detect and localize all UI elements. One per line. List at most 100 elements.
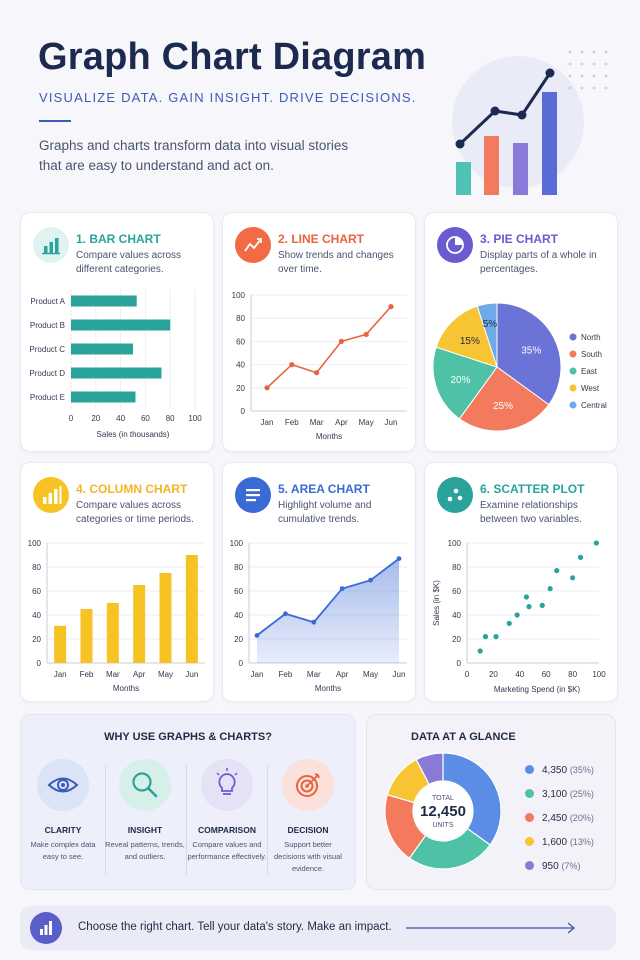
- legend-swatch: [569, 401, 577, 409]
- x-tick-label: Apr: [133, 670, 146, 679]
- y-tick-label: 100: [28, 539, 42, 548]
- legend-percent: (35%): [569, 765, 594, 775]
- data-point: [338, 338, 344, 344]
- why-item-description: Support better decisions with visual evi…: [274, 840, 342, 873]
- y-tick-label: 100: [232, 291, 246, 300]
- x-tick-label: 40: [515, 670, 524, 679]
- legend-label: West: [581, 384, 600, 393]
- legend-value: 1,600: [542, 837, 570, 848]
- bar-chart-card: 1. BAR CHART Compare values across diffe…: [20, 212, 214, 452]
- legend-row: 4,350 (35%): [525, 765, 594, 776]
- why-item-label: COMPARISON: [198, 825, 256, 835]
- bar: [185, 555, 198, 663]
- x-tick-label: May: [158, 670, 173, 679]
- legend-swatch: [525, 861, 534, 870]
- data-point: [506, 620, 512, 626]
- intro-text: Graphs and charts transform data into vi…: [39, 138, 349, 173]
- y-tick-label: 60: [236, 337, 245, 346]
- legend-swatch: [569, 350, 577, 358]
- x-tick-label: Jun: [385, 418, 398, 427]
- card-description: Examine relationships between two variab…: [480, 500, 582, 525]
- data-point: [289, 362, 295, 368]
- legend-label: North: [581, 333, 601, 342]
- bar-chart-plot: 0 20 40 60 80 100 Product A Product B Product C P…: [29, 289, 202, 439]
- x-tick-label: May: [363, 670, 378, 679]
- slice-label: 25%: [493, 401, 513, 412]
- bar: [133, 585, 146, 663]
- card-title: 2. LINE CHART: [278, 232, 365, 246]
- column-chart-card: 4. COLUMN CHART Compare values across ca…: [20, 462, 214, 702]
- y-tick-label: Product E: [30, 393, 65, 402]
- y-tick-label: 40: [234, 611, 243, 620]
- why-item-description: Make complex data easy to see.: [30, 840, 96, 861]
- x-tick-label: 40: [116, 414, 125, 423]
- x-tick-label: 80: [166, 414, 175, 423]
- x-tick-label: 60: [141, 414, 150, 423]
- arrow-right-icon: [406, 922, 575, 934]
- donut-slice: [442, 752, 502, 846]
- data-point: [577, 554, 584, 560]
- card-description: Show trends and changes over time.: [278, 250, 394, 275]
- data-point: [593, 540, 599, 546]
- y-tick-label: 0: [37, 659, 42, 668]
- series-line: [266, 306, 392, 389]
- card-title: 5. AREA CHART: [278, 482, 370, 496]
- donut-center-unit: UNITS: [433, 822, 454, 829]
- y-tick-label: 100: [230, 539, 244, 548]
- y-tick-label: 100: [448, 539, 462, 548]
- why-item-label: DECISION: [287, 825, 329, 835]
- y-tick-label: Product D: [29, 369, 65, 378]
- why-item-comparison: COMPARISON Compare values and performanc…: [187, 759, 267, 863]
- line-chart-card: 2. LINE CHART Show trends and changes ov…: [222, 212, 416, 452]
- legend-label: Central: [581, 401, 607, 410]
- x-tick-label: 80: [568, 670, 577, 679]
- line-chart-plot: 0 20 40 60 80 100 Jan Feb Mar Apr May Jun Months: [232, 291, 407, 441]
- glance-title: DATA AT A GLANCE: [411, 731, 516, 743]
- bar-chart-icon: [33, 227, 69, 263]
- x-tick-label: Feb: [285, 418, 299, 427]
- eye-icon: [37, 759, 89, 811]
- scatter-plot-icon: [437, 477, 473, 513]
- x-axis-title: Sales (in thousands): [97, 430, 170, 439]
- y-tick-label: 80: [236, 314, 245, 323]
- tagline-divider: [39, 120, 71, 122]
- data-point: [539, 602, 545, 608]
- card-description: Display parts of a whole in percentages.: [480, 250, 597, 275]
- legend-row: 3,100 (25%): [525, 789, 594, 800]
- bar-line-combo-illustration: [455, 68, 557, 195]
- legend-value: 950: [542, 861, 562, 872]
- donut-center-label: TOTAL: [432, 795, 454, 802]
- series-line: [256, 557, 400, 637]
- scatter-plot-card: 6. SCATTER PLOT Examine relationships be…: [424, 462, 618, 702]
- y-tick-label: 80: [32, 563, 41, 572]
- card-description: Highlight volume and cumulative trends.: [278, 500, 372, 525]
- x-tick-label: May: [359, 418, 374, 427]
- y-tick-label: 60: [234, 587, 243, 596]
- data-point: [570, 575, 576, 581]
- y-tick-label: 0: [241, 407, 246, 416]
- why-item-insight: INSIGHT Reveal patterns, trends, and out…: [105, 759, 185, 863]
- y-tick-label: 80: [234, 563, 243, 572]
- hero-trend-line: [458, 72, 552, 146]
- data-point: [547, 586, 553, 592]
- data-point: [526, 604, 532, 610]
- y-tick-label: 20: [32, 635, 41, 644]
- x-tick-label: 20: [489, 670, 498, 679]
- decorative-dots: [568, 50, 608, 90]
- x-tick-label: Feb: [80, 670, 94, 679]
- x-tick-label: Mar: [106, 670, 120, 679]
- donut-hole: [414, 782, 472, 840]
- x-tick-label: 60: [542, 670, 551, 679]
- why-use-charts-panel: WHY USE GRAPHS & CHARTS? CLARITY Make co…: [20, 714, 356, 890]
- data-point: [554, 568, 560, 574]
- magnifier-icon: [119, 759, 171, 811]
- tagline: VISUALIZE DATA. GAIN INSIGHT. DRIVE DECI…: [39, 90, 417, 105]
- y-tick-label: 40: [236, 361, 245, 370]
- divider: [186, 765, 187, 875]
- x-tick-label: Jan: [54, 670, 67, 679]
- y-tick-label: Product A: [30, 297, 65, 306]
- pie-slice: [496, 302, 562, 406]
- hero-bar-2: [484, 136, 499, 195]
- bar: [71, 343, 133, 355]
- area-fill: [257, 558, 399, 663]
